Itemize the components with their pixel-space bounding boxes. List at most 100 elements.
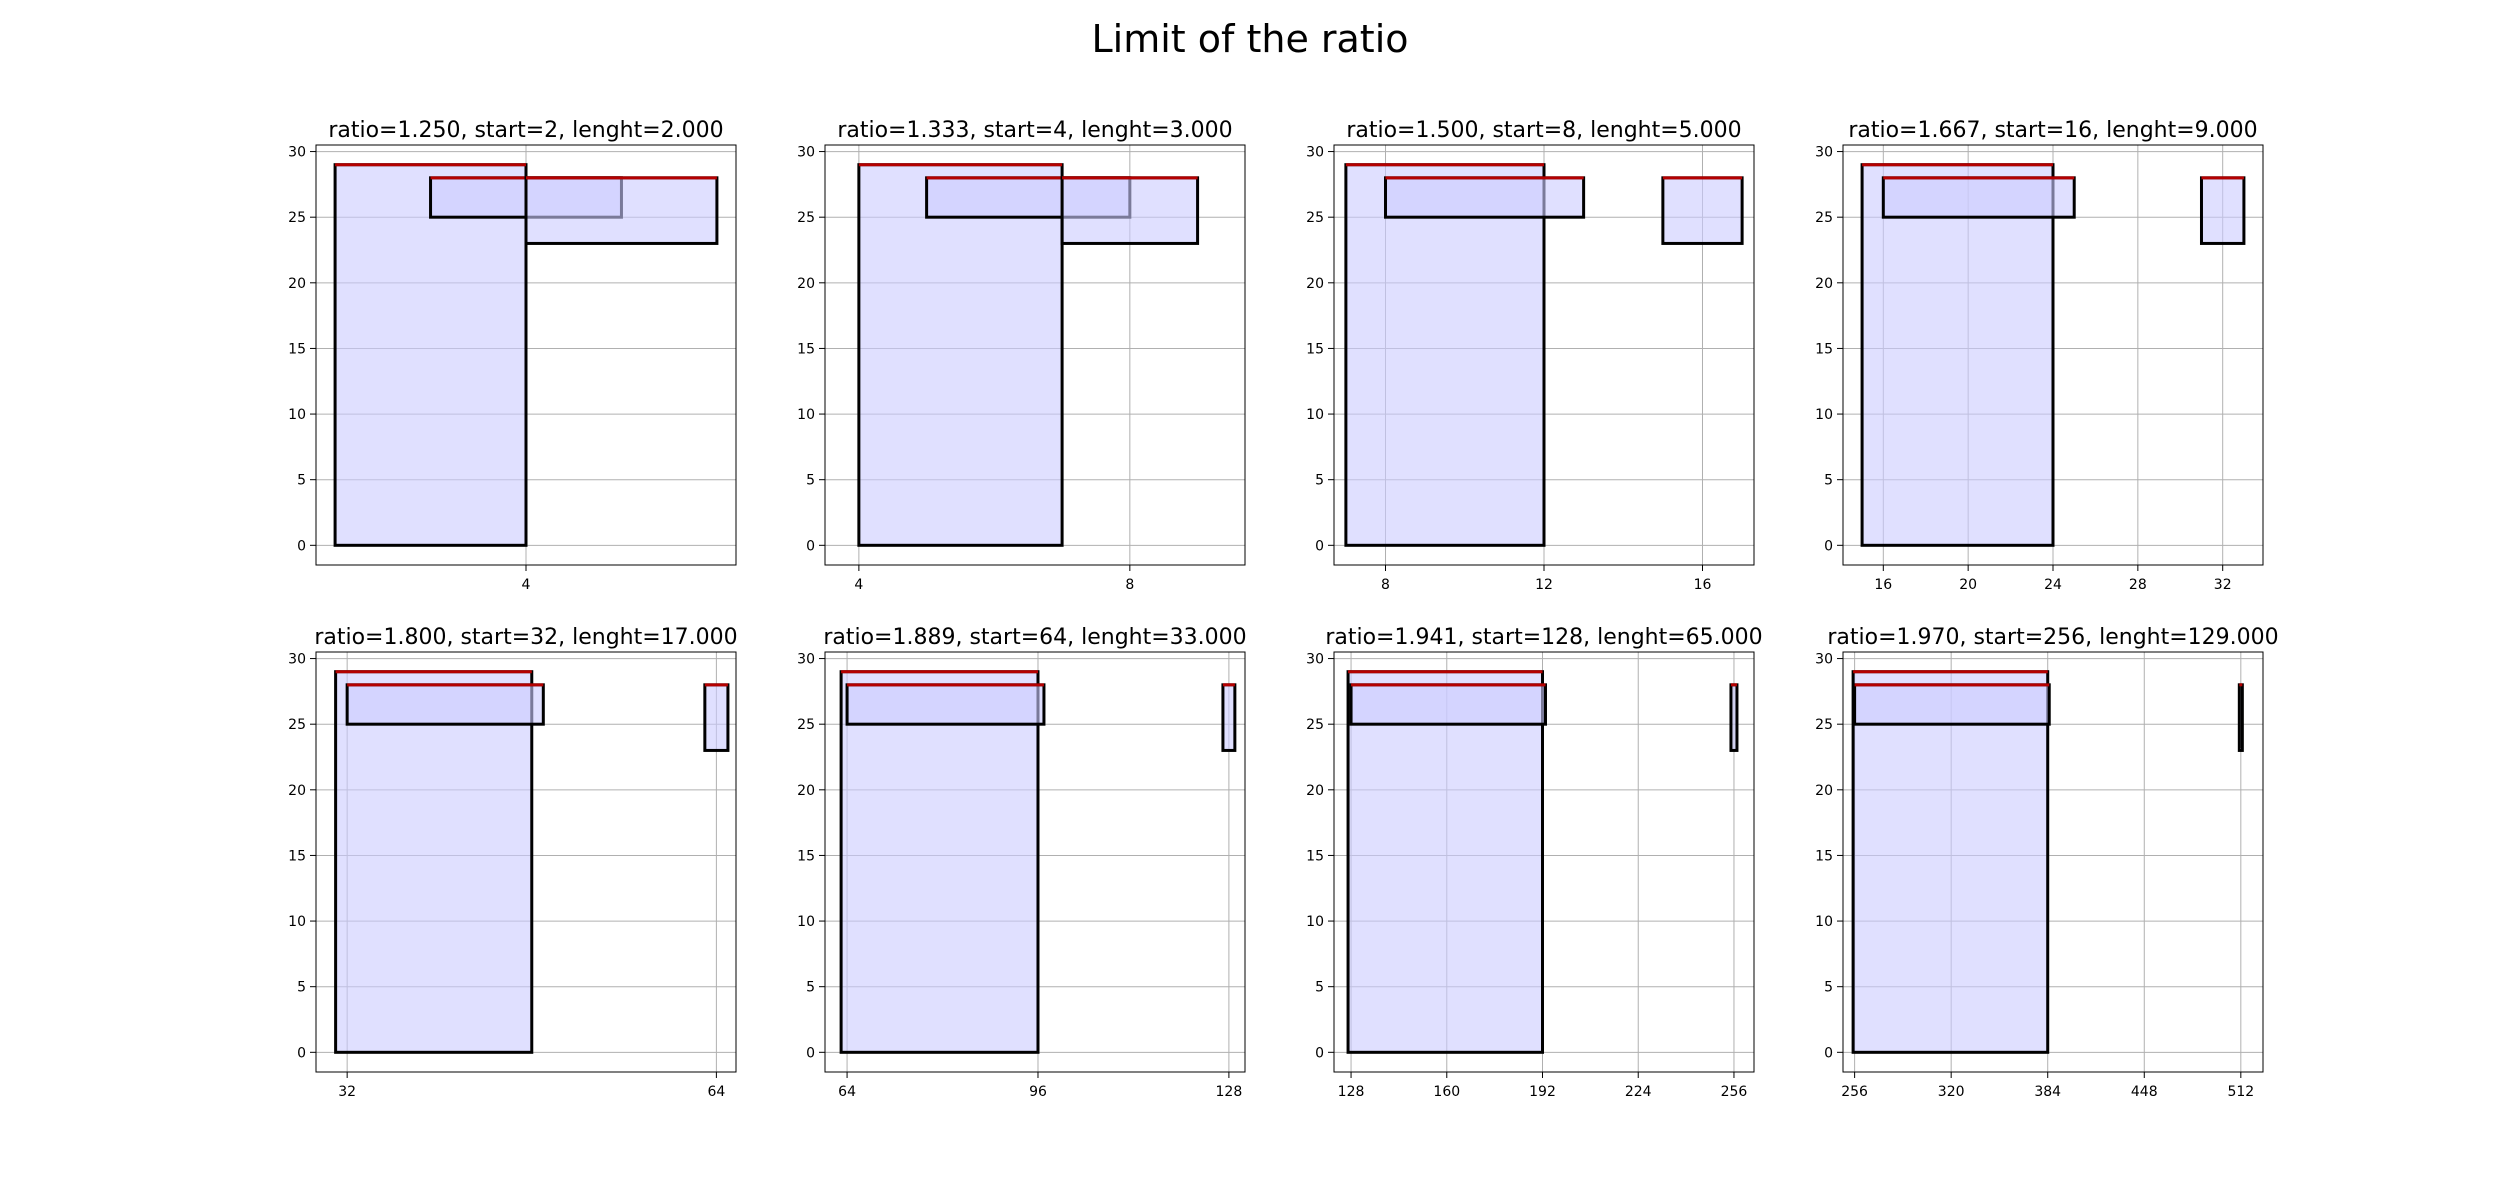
y-tick-label: 30	[1306, 652, 1324, 668]
subplot-title: ratio=1.333, start=4, lenght=3.000	[837, 118, 1232, 143]
x-tick-label: 8	[1381, 577, 1390, 593]
y-tick-label: 0	[297, 538, 306, 554]
bar-rect-1	[857, 163, 1064, 547]
bar-rect-1	[1344, 163, 1546, 547]
y-tick-label: 10	[288, 914, 306, 930]
y-tick-label: 10	[1815, 407, 1833, 423]
y-tick-label: 20	[1815, 783, 1833, 799]
subplot-5: 32 64 0 5 10 15 20 25 30 ratio=1.800, start=32, l…	[288, 625, 737, 1100]
bar-rect-1	[1851, 670, 2050, 1054]
y-tick-label: 10	[1815, 914, 1833, 930]
x-tick-label: 96	[1029, 1084, 1047, 1100]
bar-rect-3	[1060, 176, 1200, 245]
y-tick-label: 15	[288, 341, 306, 357]
x-tick-label: 64	[838, 1084, 856, 1100]
x-tick-label: 192	[1529, 1084, 1556, 1100]
subplot-title: ratio=1.800, start=32, lenght=17.000	[314, 625, 737, 650]
y-tick-label: 20	[288, 276, 306, 292]
y-tick-label: 30	[288, 145, 306, 161]
x-tick-label: 224	[1625, 1084, 1652, 1100]
y-tick-label: 10	[797, 407, 815, 423]
x-tick-label: 24	[2044, 577, 2062, 593]
y-tick-label: 25	[1815, 717, 1833, 733]
y-tick-label: 10	[797, 914, 815, 930]
y-tick-label: 30	[1815, 145, 1833, 161]
y-tick-label: 0	[1824, 538, 1833, 554]
y-tick-label: 5	[806, 473, 815, 489]
axes-frame	[315, 651, 737, 1073]
bar-rect-2	[1881, 176, 2076, 219]
y-tick-label: 0	[1315, 538, 1324, 554]
bar-rect-1	[333, 163, 528, 547]
y-tick-label: 25	[288, 210, 306, 226]
axes-frame	[824, 144, 1246, 566]
y-tick-label: 20	[1306, 276, 1324, 292]
subplot-1: 4 0 5 10 15 20 25 30 ratio=1.250, start=2, lengh…	[288, 118, 737, 593]
subplot-title: ratio=1.500, start=8, lenght=5.000	[1346, 118, 1741, 143]
subplot-8: 256 320 384 448 512 0 5 10 15 20 25 30 ratio=1.970, …	[1815, 625, 2278, 1100]
x-tick-label: 128	[1216, 1084, 1243, 1100]
y-tick-label: 25	[797, 210, 815, 226]
x-tick-label: 384	[2034, 1084, 2061, 1100]
bar-rect-3	[1661, 176, 1744, 245]
y-tick-label: 25	[1306, 210, 1324, 226]
subplot-title: ratio=1.970, start=256, lenght=129.000	[1827, 625, 2278, 650]
subplot-title: ratio=1.667, start=16, lenght=9.000	[1848, 118, 2257, 143]
bar-rect-1	[334, 670, 534, 1054]
x-tick-label: 16	[1694, 577, 1712, 593]
x-tick-label: 448	[2131, 1084, 2158, 1100]
bar-rect-2	[1853, 683, 2051, 726]
y-tick-label: 30	[797, 652, 815, 668]
y-tick-label: 20	[1306, 783, 1324, 799]
y-tick-label: 15	[1306, 341, 1324, 357]
y-tick-label: 30	[288, 652, 306, 668]
x-tick-label: 32	[2214, 577, 2232, 593]
y-tick-label: 10	[1306, 914, 1324, 930]
x-tick-label: 512	[2227, 1084, 2254, 1100]
bar-rect-2	[1384, 176, 1586, 219]
axes-frame	[824, 651, 1246, 1073]
y-tick-label: 20	[797, 783, 815, 799]
y-tick-label: 0	[1315, 1045, 1324, 1061]
y-tick-label: 25	[288, 717, 306, 733]
subplot-7: 128 160 192 224 256 0 5 10 15 20 25 30ratio=1.941, …	[1306, 625, 1762, 1100]
y-tick-label: 5	[1315, 980, 1324, 996]
x-tick-label: 32	[338, 1084, 356, 1100]
x-tick-label: 128	[1338, 1084, 1365, 1100]
y-tick-label: 0	[1824, 1045, 1833, 1061]
y-tick-label: 20	[1815, 276, 1833, 292]
x-tick-label: 16	[1874, 577, 1892, 593]
y-tick-label: 25	[1815, 210, 1833, 226]
y-tick-label: 15	[1815, 341, 1833, 357]
y-tick-label: 30	[1306, 145, 1324, 161]
bar-rect-2	[1349, 683, 1547, 726]
y-tick-label: 5	[1824, 473, 1833, 489]
y-tick-label: 5	[1315, 473, 1324, 489]
y-tick-label: 15	[288, 848, 306, 864]
subplot-title: ratio=1.250, start=2, lenght=2.000	[328, 118, 723, 143]
y-tick-label: 30	[797, 145, 815, 161]
x-tick-label: 4	[854, 577, 863, 593]
subplot-title: ratio=1.889, start=64, lenght=33.000	[823, 625, 1246, 650]
x-tick-label: 160	[1433, 1084, 1460, 1100]
x-tick-label: 256	[1721, 1084, 1748, 1100]
x-tick-label: 320	[1938, 1084, 1965, 1100]
bar-rect-3	[2199, 176, 2246, 245]
y-tick-label: 30	[1815, 652, 1833, 668]
x-tick-label: 8	[1125, 577, 1134, 593]
subplot-title: ratio=1.941, start=128, lenght=65.000	[1325, 625, 1762, 650]
y-tick-label: 15	[797, 848, 815, 864]
bar-rect-3	[703, 683, 730, 752]
subplot-2: 4 8 0 5 10 15 20 25 30 ratio=1.333, start=4, leng…	[797, 118, 1246, 593]
x-tick-label: 256	[1841, 1084, 1868, 1100]
y-tick-label: 10	[1306, 407, 1324, 423]
y-tick-label: 5	[297, 980, 306, 996]
bar-rect-3	[1221, 683, 1237, 752]
bar-rect-3	[2237, 683, 2244, 752]
y-tick-label: 15	[1306, 848, 1324, 864]
axes-frame	[1333, 651, 1755, 1073]
x-tick-label: 28	[2129, 577, 2147, 593]
x-tick-label: 64	[707, 1084, 725, 1100]
y-tick-label: 5	[806, 980, 815, 996]
